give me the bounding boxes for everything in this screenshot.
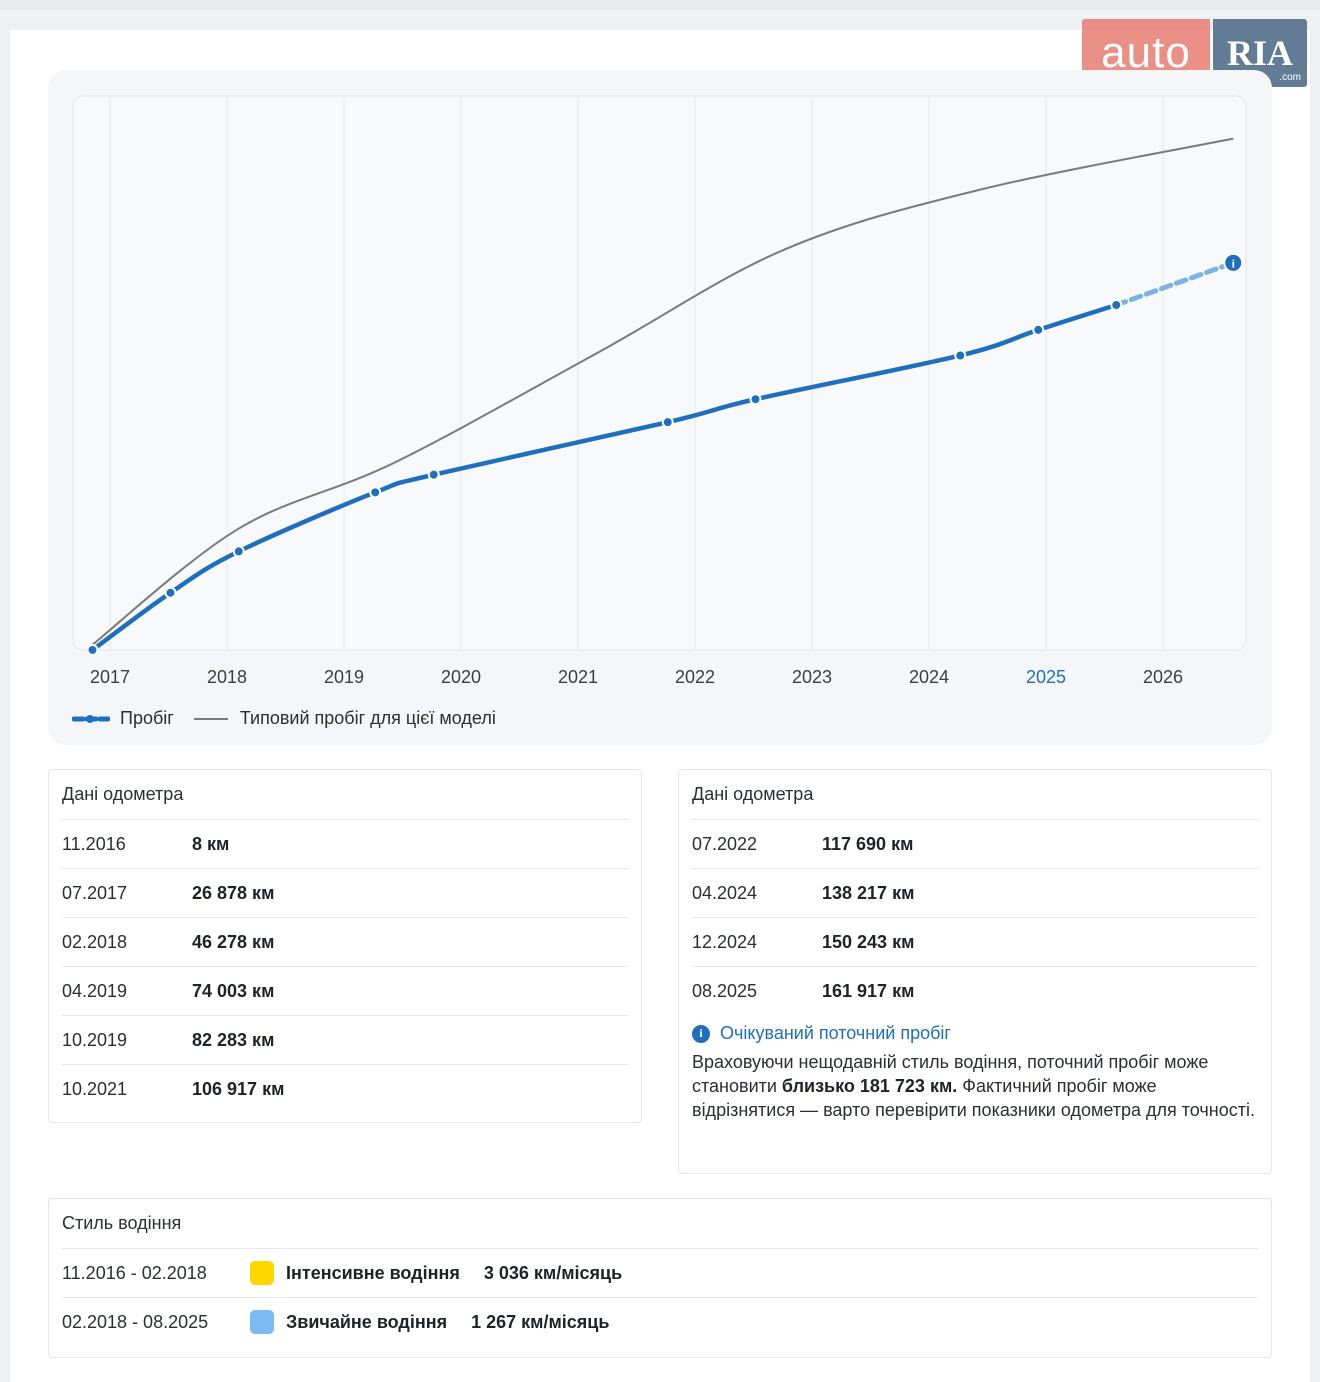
odometer-row: 11.2016 8 км xyxy=(62,819,628,868)
mileage-point[interactable] xyxy=(661,416,674,429)
odometer-value: 26 878 км xyxy=(192,882,275,903)
odometer-value: 106 917 км xyxy=(192,1078,285,1099)
x-tick-label: 2023 xyxy=(792,667,832,687)
odometer-value: 82 283 км xyxy=(192,1029,275,1050)
odometer-row: 10.2019 82 283 км xyxy=(62,1015,628,1064)
odometer-date: 07.2022 xyxy=(692,833,758,854)
odometer-row: 04.2024 138 217 км xyxy=(692,868,1258,917)
x-tick-label: 2019 xyxy=(324,667,364,687)
odometer-date: 04.2019 xyxy=(62,980,128,1001)
info-icon: i xyxy=(692,1024,710,1043)
driving-style-period: 11.2016 - 02.2018 xyxy=(62,1262,207,1283)
mileage-point[interactable] xyxy=(232,545,245,558)
driving-style-period: 02.2018 - 08.2025 xyxy=(62,1311,209,1332)
projection-info-icon[interactable] xyxy=(1223,252,1244,273)
x-tick-label: 2025 xyxy=(1026,667,1066,687)
odometer-value: 117 690 км xyxy=(822,833,914,854)
legend-mileage-label: Пробіг xyxy=(120,708,174,728)
plot-area xyxy=(72,95,1247,651)
mileage-point[interactable] xyxy=(1032,323,1045,336)
logo-com-text: .com xyxy=(1279,72,1301,83)
legend-item-mileage[interactable]: Пробіг xyxy=(72,708,174,729)
mileage-point[interactable] xyxy=(86,643,99,656)
odometer-date: 10.2021 xyxy=(62,1078,128,1099)
driving-style-row: 02.2018 - 08.2025 Звичайне водіння 1 267 к… xyxy=(62,1297,1258,1346)
odometer-row: 02.2018 46 278 км xyxy=(62,917,628,966)
top-bar xyxy=(0,0,1320,10)
driving-style-card: Стиль водіння 11.2016 - 02.2018 Інтенсивн… xyxy=(48,1198,1272,1358)
driving-style-color-swatch xyxy=(250,1261,274,1285)
odometer-value: 150 243 км xyxy=(822,931,915,952)
odometer-value: 8 км xyxy=(192,833,230,854)
x-tick-label: 2020 xyxy=(441,667,481,687)
odometer-value: 138 217 км xyxy=(822,882,915,903)
driving-style-title: Стиль водіння xyxy=(62,1213,182,1233)
odometer-date: 08.2025 xyxy=(692,980,758,1001)
driving-style-color-swatch xyxy=(250,1310,274,1334)
driving-style-label: Інтенсивне водіння xyxy=(286,1262,460,1283)
odometer-title: Дані одометра xyxy=(692,784,814,804)
expected-text-before: Враховуючи нещодавній стиль водіння, пот… xyxy=(692,1052,1209,1096)
mileage-point[interactable] xyxy=(1110,298,1123,311)
odometer-date: 02.2018 xyxy=(62,931,128,952)
odometer-row: 10.2021 106 917 км xyxy=(62,1064,628,1113)
mileage-point[interactable] xyxy=(164,586,177,599)
odometer-row: 12.2024 150 243 км xyxy=(692,917,1258,966)
mileage-line xyxy=(90,302,1119,653)
driving-style-rate: 3 036 км/місяць xyxy=(483,1262,623,1283)
odometer-card-right: Дані одометра 07.2022 117 690 км 04.2024 13… xyxy=(678,769,1272,1174)
legend-typical-swatch xyxy=(193,717,228,720)
expected-mileage-text: Враховуючи нещодавній стиль водіння, пот… xyxy=(692,1050,1258,1122)
mileage-point[interactable] xyxy=(427,468,440,481)
mileage-point[interactable] xyxy=(749,393,762,406)
mileage-point[interactable] xyxy=(954,349,967,362)
x-tick-label: 2018 xyxy=(207,667,247,687)
legend-item-typical[interactable]: Типовий пробіг для цієї моделі xyxy=(192,708,496,729)
odometer-value: 46 278 км xyxy=(192,931,275,952)
expected-text-bold: близько 181 723 км. xyxy=(781,1076,958,1096)
logo-ria-word: RIA xyxy=(1226,33,1293,73)
odometer-date: 11.2016 xyxy=(62,833,126,854)
odometer-card-left: Дані одометра 11.2016 8 км 07.2017 26 878 к… xyxy=(48,769,642,1123)
odometer-date: 10.2019 xyxy=(62,1029,128,1050)
odometer-value: 161 917 км xyxy=(822,980,915,1001)
x-tick-label: 2022 xyxy=(675,667,715,687)
expected-mileage-header[interactable]: i Очікуваний поточний пробіг xyxy=(692,1023,1258,1044)
odometer-date: 07.2017 xyxy=(62,882,128,903)
chart-legend: Пробіг Типовий пробіг для цієї моделі xyxy=(72,708,514,729)
legend-mileage-swatch xyxy=(72,714,110,723)
odometer-date: 04.2024 xyxy=(692,882,758,903)
expected-text-after: Фактичний пробіг може відрізнятися — вар… xyxy=(692,1076,1255,1120)
odometer-row: 04.2019 74 003 км xyxy=(62,966,628,1015)
driving-style-rate: 1 267 км/місяць xyxy=(471,1311,610,1332)
expected-mileage-block: i Очікуваний поточний пробіг Враховуючи … xyxy=(679,1023,1271,1122)
x-tick-label: 2021 xyxy=(558,667,598,687)
driving-style-label: Звичайне водіння xyxy=(286,1311,448,1332)
odometer-row: 07.2017 26 878 км xyxy=(62,868,628,917)
odometer-value: 74 003 км xyxy=(192,980,275,1001)
odometer-date: 12.2024 xyxy=(692,931,758,952)
driving-style-row: 11.2016 - 02.2018 Інтенсивне водіння 3 036… xyxy=(62,1248,1258,1297)
mileage-chart: 2017 2018 2019 2020 2021 2022 2023 2024 2025 2026… xyxy=(72,95,1247,687)
mileage-point[interactable] xyxy=(369,486,382,499)
odometer-row: 08.2025 161 917 км xyxy=(692,966,1258,1015)
odometer-row: 07.2022 117 690 км xyxy=(692,819,1258,868)
x-tick-label: 2024 xyxy=(909,667,949,687)
x-tick-label: 2026 xyxy=(1143,667,1183,687)
legend-typical-label: Типовий пробіг для цієї моделі xyxy=(239,708,496,728)
typical-mileage-line xyxy=(91,137,1234,646)
expected-mileage-title: Очікуваний поточний пробіг xyxy=(720,1023,951,1043)
mileage-projection-line xyxy=(1113,260,1236,308)
x-tick-label: 2017 xyxy=(90,667,130,687)
odometer-title: Дані одометра xyxy=(62,784,184,804)
projection-info-glyph: i xyxy=(1232,256,1236,270)
